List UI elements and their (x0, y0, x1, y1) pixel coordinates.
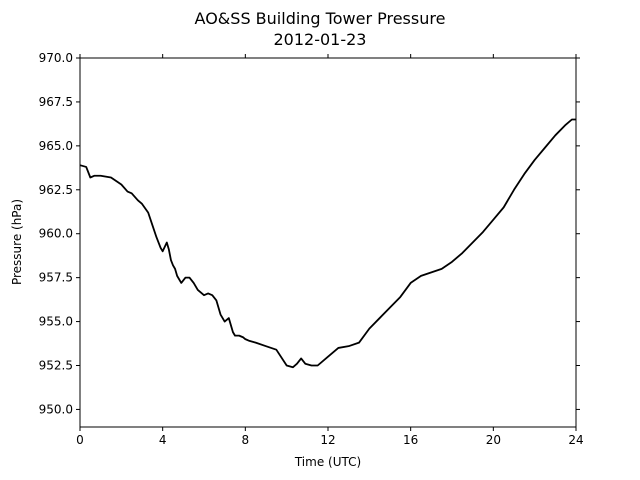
y-tick-label: 960.0 (39, 227, 73, 241)
y-tick-label: 965.0 (39, 139, 73, 153)
x-tick-label: 12 (320, 433, 335, 447)
x-tick-label: 16 (403, 433, 418, 447)
x-tick-label: 24 (568, 433, 583, 447)
x-tick-label: 8 (242, 433, 250, 447)
y-tick-label: 967.5 (39, 95, 73, 109)
y-tick-label: 962.5 (39, 183, 73, 197)
y-tick-label: 955.0 (39, 315, 73, 329)
x-tick-label: 0 (76, 433, 84, 447)
chart-title: AO&SS Building Tower Pressure (195, 9, 446, 28)
y-axis-label: Pressure (hPa) (10, 199, 24, 285)
y-tick-label: 970.0 (39, 51, 73, 65)
x-axis-label: Time (UTC) (294, 455, 361, 469)
chart-subtitle: 2012-01-23 (274, 30, 367, 49)
y-tick-label: 950.0 (39, 402, 73, 416)
y-tick-label: 957.5 (39, 271, 73, 285)
x-tick-label: 4 (159, 433, 167, 447)
plot-area: 0 4 8 12 16 20 24 950.0 952.5 955.0 957.5 960.0 962.… (39, 51, 584, 447)
plot-frame (79, 57, 577, 428)
pressure-series-line (79, 118, 576, 369)
x-tick-label: 20 (486, 433, 501, 447)
y-tick-label: 952.5 (39, 359, 73, 373)
